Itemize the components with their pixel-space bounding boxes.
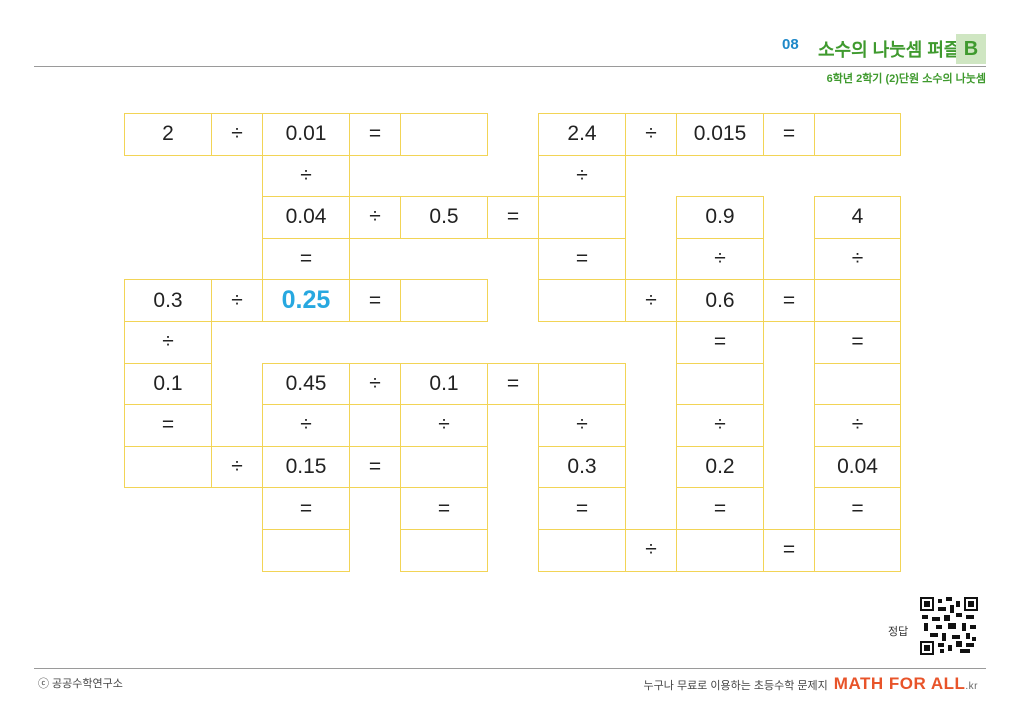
answer-blank[interactable]: [814, 362, 901, 406]
number-cell: 0.1: [400, 362, 488, 406]
worksheet-number: 08: [782, 36, 799, 53]
number-cell: 2.4: [538, 113, 626, 156]
footer-tagline-group: 누구나 무료로 이용하는 초등수학 문제지 MATH FOR ALL.kr: [644, 674, 978, 694]
operator-cell: =: [349, 279, 401, 322]
number-cell: 0.3: [124, 279, 212, 322]
brand-logo[interactable]: MATH FOR ALL.kr: [834, 674, 978, 694]
operator-cell: =: [814, 487, 901, 530]
header-divider: [34, 66, 986, 67]
number-cell: 2: [124, 113, 212, 156]
number-cell: 0.04: [814, 445, 901, 489]
footer-tagline: 누구나 무료로 이용하는 초등수학 문제지: [643, 680, 828, 692]
level-badge: B: [956, 34, 986, 64]
operator-cell: =: [814, 321, 901, 364]
copyright-text: ⓒ 공공수학연구소: [38, 678, 123, 690]
worksheet-subtitle: 6학년 2학기 (2)단원 소수의 나눗셈: [826, 73, 986, 85]
number-cell: 0.9: [676, 196, 764, 239]
operator-cell: ÷: [262, 154, 350, 198]
answer-blank[interactable]: [262, 529, 350, 572]
operator-cell: =: [487, 362, 539, 406]
operator-cell: =: [763, 113, 815, 156]
operator-cell: =: [676, 321, 764, 364]
operator-cell: =: [763, 529, 815, 572]
operator-cell: ÷: [211, 445, 263, 489]
operator-cell: ÷: [349, 362, 401, 406]
answer-blank[interactable]: [814, 529, 901, 572]
operator-cell: ÷: [538, 404, 626, 447]
number-cell: 0.04: [262, 196, 350, 239]
brand-name: MATH FOR ALL: [833, 674, 966, 693]
operator-cell: =: [262, 237, 350, 281]
answer-blank[interactable]: [124, 445, 212, 489]
operator-cell: =: [676, 487, 764, 530]
footer-divider: [34, 668, 986, 669]
number-cell: 0.2: [676, 445, 764, 489]
operator-cell: =: [349, 445, 401, 489]
qr-code-icon[interactable]: [920, 597, 978, 655]
number-cell: 0.15: [262, 445, 350, 489]
number-cell: 0.015: [676, 113, 764, 156]
operator-cell: ÷: [676, 237, 764, 281]
brand-tld: .kr: [965, 681, 978, 692]
operator-cell: =: [538, 487, 626, 530]
operator-cell: =: [124, 404, 212, 447]
answer-blank[interactable]: [814, 279, 901, 322]
operator-cell: =: [487, 196, 539, 239]
answer-blank[interactable]: [814, 113, 901, 156]
operator-cell: ÷: [349, 196, 401, 239]
operator-cell: ÷: [625, 529, 677, 572]
number-cell: 0.5: [400, 196, 488, 239]
answer-blank[interactable]: [538, 529, 626, 572]
operator-cell: =: [262, 487, 350, 530]
answer-blank[interactable]: [538, 362, 626, 406]
number-cell: 4: [814, 196, 901, 239]
operator-cell: =: [538, 237, 626, 281]
operator-cell: ÷: [625, 279, 677, 322]
operator-cell: ÷: [262, 404, 350, 447]
number-cell: 0.1: [124, 362, 212, 406]
operator-cell: ÷: [400, 404, 488, 447]
answer-blank[interactable]: [676, 362, 764, 406]
answer-blank[interactable]: [400, 445, 488, 489]
number-cell: 0.6: [676, 279, 764, 322]
operator-cell: ÷: [814, 237, 901, 281]
operator-cell: ÷: [814, 404, 901, 447]
operator-cell: =: [349, 113, 401, 156]
answer-blank[interactable]: [400, 279, 488, 322]
operator-cell: ÷: [625, 113, 677, 156]
number-cell: 0.01: [262, 113, 350, 156]
operator-cell: ÷: [676, 404, 764, 447]
operator-cell: ÷: [124, 321, 212, 364]
worksheet-title: 소수의 나눗셈 퍼즐: [818, 40, 961, 60]
operator-cell: =: [400, 487, 488, 530]
number-cell: 0.25: [262, 279, 350, 322]
number-cell: 0.3: [538, 445, 626, 489]
answer-blank[interactable]: [676, 529, 764, 572]
operator-cell: ÷: [211, 279, 263, 322]
operator-cell: =: [763, 279, 815, 322]
answer-label: 정답: [888, 626, 909, 638]
answer-blank[interactable]: [538, 196, 626, 239]
operator-cell: ÷: [538, 154, 626, 198]
answer-blank[interactable]: [400, 113, 488, 156]
number-cell: 0.45: [262, 362, 350, 406]
operator-cell: ÷: [211, 113, 263, 156]
answer-blank[interactable]: [400, 529, 488, 572]
answer-blank[interactable]: [538, 279, 626, 322]
